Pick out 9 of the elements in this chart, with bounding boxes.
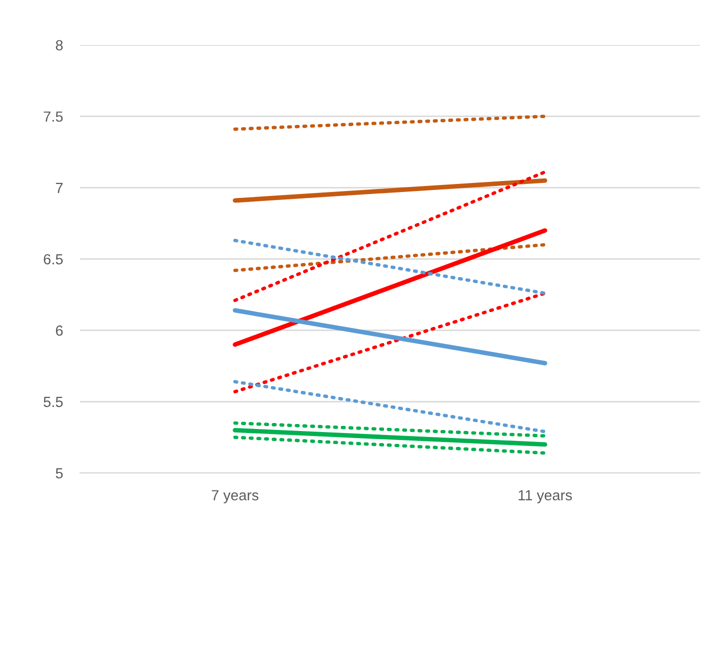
y-tick-label: 7.5	[44, 112, 63, 122]
y-tick-label: 7	[56, 182, 63, 193]
x-tick-label: 7 years	[212, 490, 258, 504]
y-tick-label: 5.5	[44, 396, 63, 408]
y-tick-label: 8	[56, 40, 63, 50]
y-tick-label: 6	[56, 325, 63, 336]
y-tick-label: 5	[56, 468, 63, 478]
y-tick-label: 6.5	[44, 254, 63, 264]
x-tick-label: 11 years	[518, 490, 572, 504]
